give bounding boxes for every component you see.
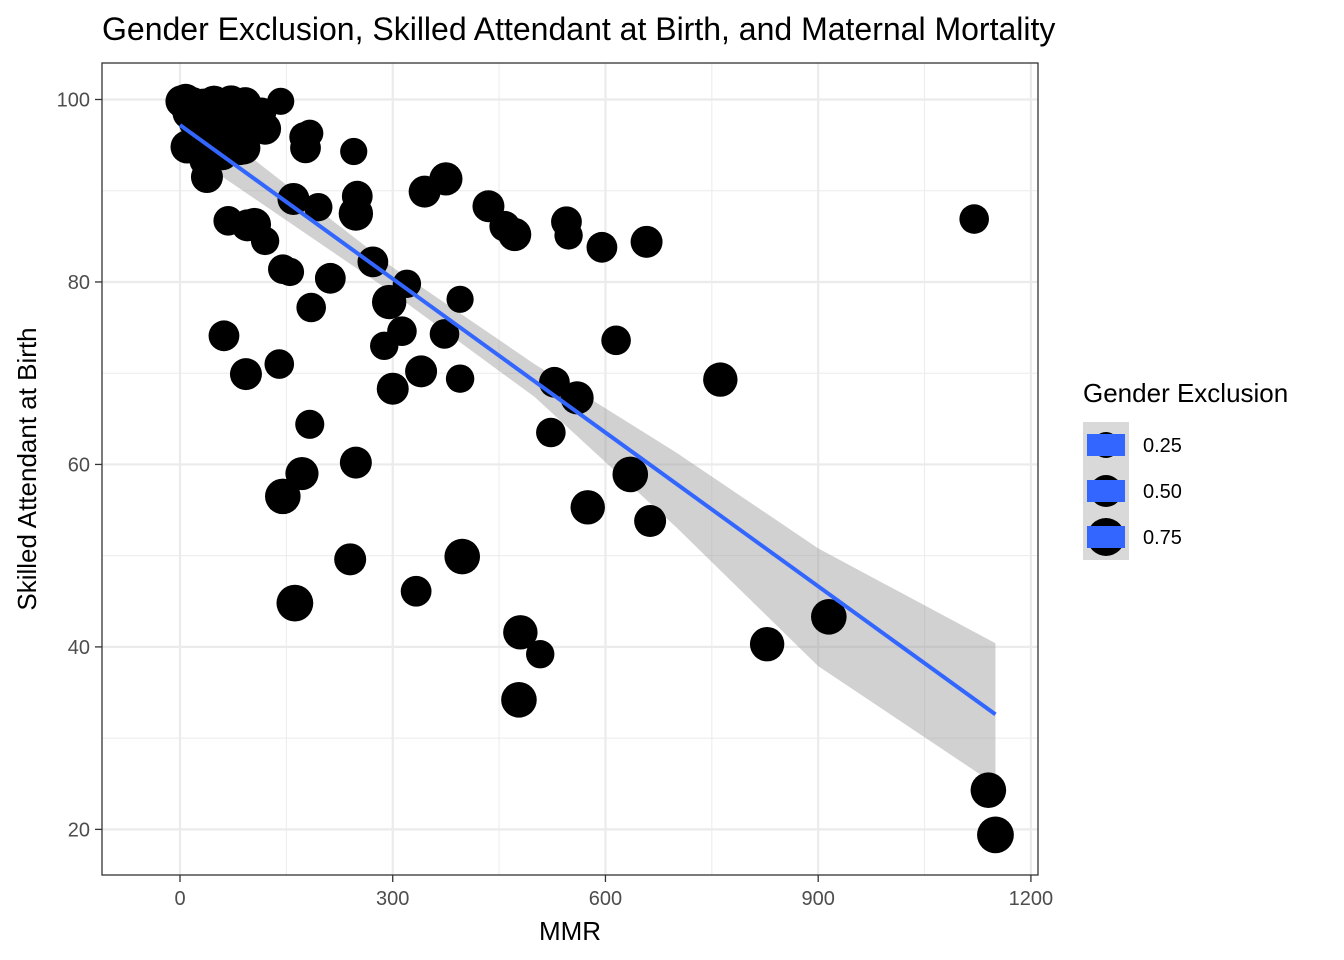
legend-label: 0.50 [1143, 481, 1182, 503]
data-point [612, 456, 649, 493]
data-point [959, 204, 989, 234]
legend-key-fill [1087, 434, 1125, 456]
legend-key-fill [1087, 480, 1125, 502]
data-point [277, 182, 310, 215]
trend-line [178, 123, 997, 717]
legend-label: 0.75 [1143, 527, 1182, 549]
x-tick-label: 0 [174, 888, 185, 910]
data-point [376, 372, 409, 405]
data-point [295, 409, 325, 439]
data-point [249, 112, 282, 145]
data-point [630, 225, 663, 258]
data-point [429, 319, 460, 349]
data-point [250, 226, 280, 256]
data-point [208, 320, 240, 352]
data-points [165, 83, 1014, 854]
data-point [977, 816, 1014, 854]
data-point [811, 599, 847, 635]
data-point [601, 325, 631, 356]
data-point [749, 626, 785, 662]
data-point [501, 682, 537, 718]
data-point [445, 364, 475, 393]
data-point [498, 217, 532, 252]
plot-background [102, 63, 1038, 875]
data-point [371, 284, 407, 320]
data-point [304, 192, 333, 222]
x-tick-label: 600 [589, 888, 622, 910]
data-point [267, 87, 295, 115]
data-point [290, 132, 321, 164]
y-tick-label: 80 [68, 272, 90, 294]
y-tick-label: 60 [68, 454, 90, 476]
data-point [503, 615, 538, 650]
data-point [296, 292, 326, 323]
legend-label: 0.25 [1143, 435, 1182, 457]
data-point [314, 262, 346, 294]
data-point [339, 446, 372, 479]
legend: Gender Exclusion 0.25 0.50 0.75 [1083, 378, 1288, 560]
data-point [334, 543, 367, 576]
x-tick-label: 1200 [1009, 888, 1054, 910]
x-tick-label: 900 [801, 888, 834, 910]
data-point [586, 231, 618, 263]
data-point [634, 505, 667, 538]
data-point [370, 331, 399, 361]
data-point [400, 575, 432, 607]
x-axis-title: MMR [539, 916, 601, 946]
data-point [285, 456, 319, 491]
data-point [444, 538, 481, 575]
data-point [275, 257, 305, 287]
data-point [265, 478, 301, 515]
data-point [703, 362, 738, 397]
data-point [224, 134, 256, 166]
y-tick-label: 40 [68, 637, 90, 659]
y-axis-ticks: 20 40 60 80 100 [57, 89, 102, 841]
data-point [190, 161, 223, 194]
data-point [570, 490, 605, 525]
data-point [554, 221, 583, 250]
y-tick-label: 100 [57, 89, 90, 111]
data-point [264, 349, 295, 379]
x-axis-ticks: 0 300 600 900 1200 [174, 875, 1053, 910]
data-point [536, 417, 566, 448]
y-tick-label: 20 [68, 819, 90, 841]
chart-title: Gender Exclusion, Skilled Attendant at B… [102, 11, 1055, 47]
data-point [446, 285, 474, 313]
legend-key-fill [1087, 526, 1125, 548]
data-point [429, 162, 463, 196]
data-point [229, 358, 262, 391]
data-point [340, 137, 368, 166]
data-point [405, 355, 438, 388]
data-point [970, 772, 1007, 808]
x-tick-label: 300 [376, 888, 409, 910]
data-point [338, 196, 374, 231]
data-point [276, 584, 314, 622]
data-point [526, 640, 555, 669]
y-axis-title: Skilled Attendant at Birth [12, 327, 42, 610]
data-point [560, 381, 594, 415]
legend-title: Gender Exclusion [1083, 378, 1288, 408]
plot-border [101, 62, 1039, 876]
